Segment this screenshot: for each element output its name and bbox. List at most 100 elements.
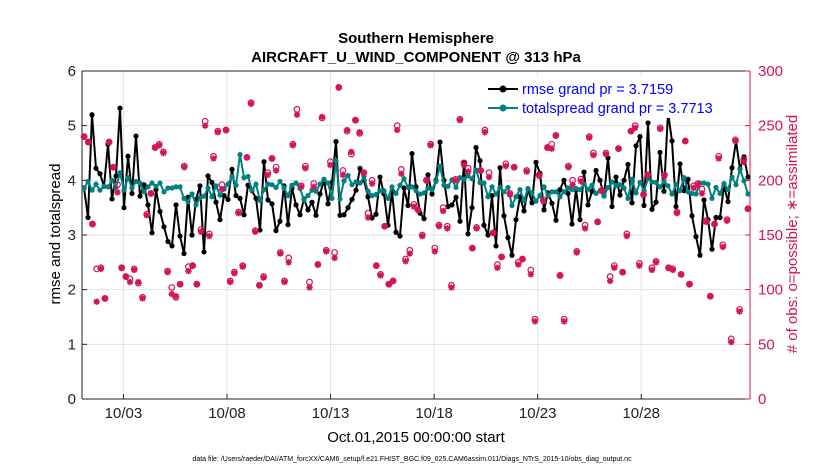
obs-assimilated-point bbox=[247, 100, 255, 107]
data-point bbox=[681, 188, 687, 194]
obs-assimilated-point bbox=[398, 170, 405, 177]
data-point bbox=[217, 217, 223, 223]
obs-assimilated-point bbox=[126, 278, 134, 286]
data-point bbox=[381, 188, 387, 194]
data-point bbox=[693, 191, 699, 197]
y-tick-label: 3 bbox=[68, 227, 76, 244]
obs-assimilated-point bbox=[314, 261, 322, 268]
obs-assimilated-point bbox=[143, 212, 150, 219]
obs-assimilated-point bbox=[227, 278, 234, 286]
data-point bbox=[521, 208, 527, 214]
data-point bbox=[461, 176, 467, 182]
obs-assimilated-point bbox=[302, 165, 309, 172]
data-point bbox=[349, 182, 355, 188]
obs-assimilated-point bbox=[222, 126, 230, 134]
data-point bbox=[425, 172, 431, 178]
data-point bbox=[509, 202, 515, 209]
data-point bbox=[225, 196, 231, 203]
data-point bbox=[657, 184, 663, 190]
data-point bbox=[213, 199, 219, 205]
data-point bbox=[249, 187, 255, 193]
obs-assimilated-point bbox=[193, 281, 201, 288]
data-point bbox=[541, 207, 547, 213]
data-point bbox=[165, 238, 171, 245]
data-point bbox=[325, 201, 331, 207]
obs-assimilated-point bbox=[356, 129, 363, 136]
data-point bbox=[701, 180, 707, 186]
obs-assimilated-point bbox=[172, 293, 180, 300]
obs-assimilated-point bbox=[657, 125, 664, 133]
x-tick-label: 10/23 bbox=[519, 405, 557, 422]
data-point bbox=[105, 184, 111, 190]
obs-assimilated-point bbox=[89, 220, 96, 228]
data-point bbox=[137, 180, 143, 186]
obs-assimilated-point bbox=[673, 209, 681, 217]
data-point bbox=[153, 183, 159, 189]
obs-assimilated-point bbox=[181, 164, 188, 171]
obs-assimilated-point bbox=[189, 262, 196, 269]
data-point bbox=[289, 182, 295, 188]
data-point bbox=[333, 158, 339, 164]
data-point bbox=[193, 202, 199, 208]
data-point bbox=[637, 134, 643, 140]
data-point bbox=[401, 176, 407, 182]
data-point bbox=[365, 194, 371, 200]
obs-assimilated-point bbox=[339, 171, 347, 179]
obs-assimilated-point bbox=[527, 271, 535, 278]
data-point bbox=[669, 191, 675, 197]
legend-spread-label: totalspread grand pr = 3.7713 bbox=[522, 101, 713, 117]
obs-assimilated-point bbox=[694, 181, 702, 188]
obs-assimilated-point bbox=[736, 308, 743, 315]
data-point bbox=[621, 177, 627, 183]
obs-assimilated-point bbox=[352, 117, 359, 124]
data-point bbox=[205, 173, 211, 179]
data-point bbox=[349, 196, 355, 203]
obs-assimilated-point bbox=[364, 214, 372, 221]
obs-assimilated-point bbox=[389, 277, 397, 285]
obs-assimilated-point bbox=[368, 180, 376, 187]
y2-tick-label: 300 bbox=[758, 63, 783, 80]
y-tick-label: 4 bbox=[68, 172, 76, 189]
obs-assimilated-point bbox=[702, 218, 710, 226]
data-point bbox=[101, 183, 107, 189]
obs-assimilated-point bbox=[343, 126, 351, 134]
obs-assimilated-point bbox=[218, 185, 226, 193]
obs-assimilated-point bbox=[110, 164, 117, 171]
obs-assimilated-point bbox=[197, 228, 205, 235]
data-point bbox=[729, 165, 735, 171]
data-point bbox=[401, 185, 407, 191]
data-point bbox=[81, 185, 87, 192]
data-point bbox=[653, 199, 659, 205]
obs-assimilated-point bbox=[677, 271, 685, 278]
obs-assimilated-point bbox=[615, 145, 622, 152]
data-point bbox=[501, 213, 507, 219]
data-point bbox=[225, 181, 231, 187]
y2-tick-label: 150 bbox=[758, 227, 783, 244]
legend-rmse-label: rmse grand pr = 3.7159 bbox=[522, 82, 673, 98]
data-point bbox=[161, 189, 167, 195]
data-point bbox=[445, 183, 451, 189]
obs-assimilated-point bbox=[348, 148, 355, 156]
data-point bbox=[589, 182, 595, 188]
data-point bbox=[265, 197, 271, 203]
data-point bbox=[205, 185, 211, 191]
obs-assimilated-point bbox=[381, 223, 388, 230]
data-point bbox=[633, 190, 639, 196]
obs-assimilated-point bbox=[686, 281, 693, 288]
data-point bbox=[485, 194, 491, 200]
legend: rmse grand pr = 3.7159 totalspread grand… bbox=[482, 77, 740, 118]
obs-assimilated-point bbox=[648, 266, 656, 274]
obs-assimilated-point bbox=[231, 270, 238, 277]
obs-assimilated-point bbox=[740, 158, 747, 165]
data-point bbox=[673, 182, 679, 188]
obs-assimilated-point bbox=[327, 161, 334, 169]
x-tick-label: 10/03 bbox=[105, 405, 143, 422]
obs-assimilated-point bbox=[728, 338, 735, 346]
obs-assimilated-point bbox=[176, 281, 184, 288]
data-point bbox=[397, 182, 403, 188]
data-point bbox=[133, 133, 139, 139]
data-point bbox=[581, 169, 587, 175]
data-point bbox=[385, 195, 391, 201]
data-point bbox=[217, 192, 223, 198]
